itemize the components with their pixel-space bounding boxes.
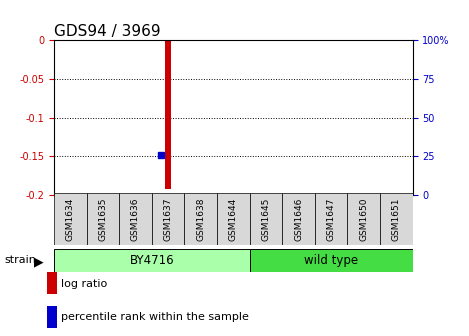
Text: GSM1646: GSM1646 (294, 198, 303, 241)
Text: GSM1636: GSM1636 (131, 198, 140, 241)
FancyBboxPatch shape (380, 193, 413, 245)
Text: wild type: wild type (304, 254, 358, 267)
Bar (165, 40, 171, 190)
FancyBboxPatch shape (315, 193, 348, 245)
Text: GSM1634: GSM1634 (66, 198, 75, 241)
FancyBboxPatch shape (87, 193, 119, 245)
Text: percentile rank within the sample: percentile rank within the sample (61, 311, 249, 322)
FancyBboxPatch shape (54, 193, 87, 245)
FancyBboxPatch shape (184, 193, 217, 245)
Text: GSM1651: GSM1651 (392, 198, 401, 241)
FancyBboxPatch shape (119, 193, 152, 245)
FancyBboxPatch shape (152, 193, 184, 245)
Text: GDS94 / 3969: GDS94 / 3969 (54, 24, 160, 39)
Text: GSM1645: GSM1645 (261, 198, 271, 241)
Text: strain: strain (5, 255, 37, 265)
Text: BY4716: BY4716 (129, 254, 174, 267)
Text: ▶: ▶ (34, 255, 44, 268)
FancyBboxPatch shape (282, 193, 315, 245)
Text: GSM1635: GSM1635 (98, 198, 107, 241)
Text: GSM1644: GSM1644 (229, 198, 238, 241)
Text: log ratio: log ratio (61, 279, 107, 289)
Text: GSM1650: GSM1650 (359, 198, 368, 241)
FancyBboxPatch shape (250, 193, 282, 245)
Text: GSM1638: GSM1638 (196, 198, 205, 241)
FancyBboxPatch shape (54, 249, 250, 272)
FancyBboxPatch shape (250, 249, 413, 272)
Text: GSM1647: GSM1647 (327, 198, 336, 241)
FancyBboxPatch shape (217, 193, 250, 245)
Text: GSM1637: GSM1637 (164, 198, 173, 241)
FancyBboxPatch shape (348, 193, 380, 245)
